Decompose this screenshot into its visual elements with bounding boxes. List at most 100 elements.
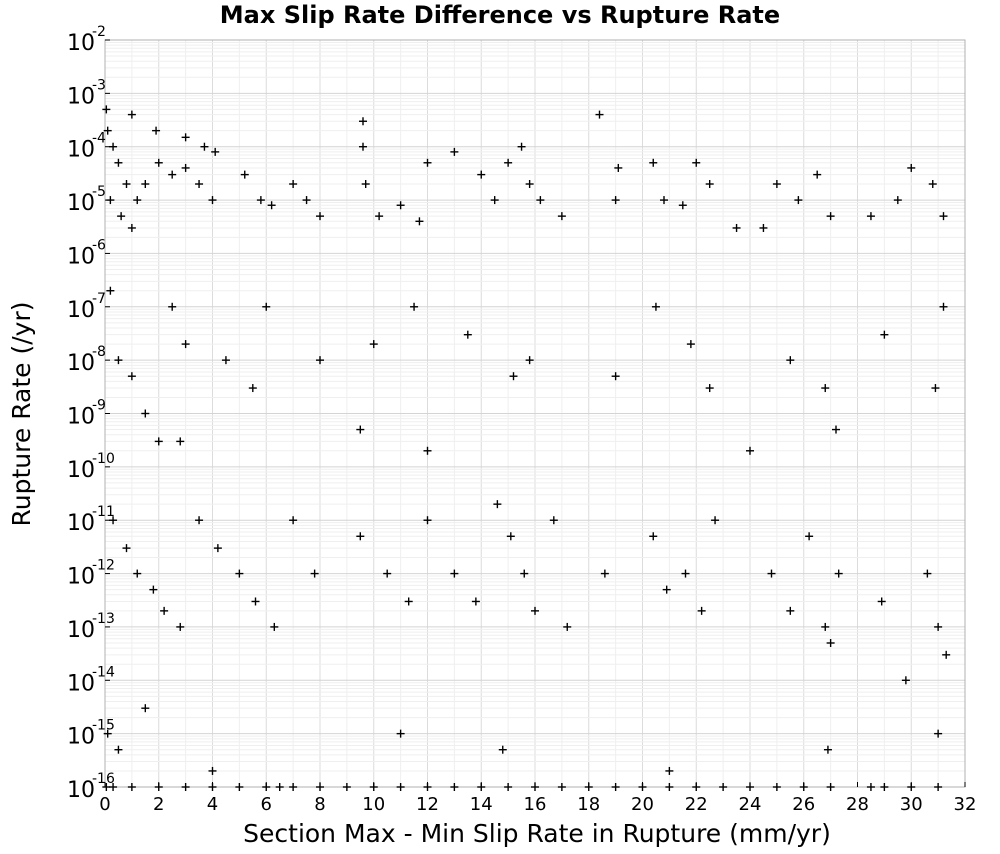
x-axis-label: Section Max - Min Slip Rate in Rupture (… <box>243 819 831 848</box>
data-point <box>168 170 177 179</box>
data-point <box>705 384 714 393</box>
y-tick-label: 10 <box>67 778 95 803</box>
data-point <box>697 606 706 615</box>
data-point <box>517 142 526 151</box>
y-tick-label: 10 <box>67 565 95 590</box>
y-tick-label: 10 <box>67 84 95 109</box>
data-point <box>415 217 424 226</box>
data-point <box>611 783 620 791</box>
x-tick-label: 20 <box>631 794 654 815</box>
data-point <box>794 196 803 205</box>
data-point <box>211 147 220 156</box>
data-point <box>893 196 902 205</box>
data-point <box>208 783 217 791</box>
data-points <box>102 105 951 791</box>
data-point <box>256 196 265 205</box>
x-tick-label: 18 <box>577 794 600 815</box>
data-point <box>154 437 163 446</box>
y-axis-ticks: 10-210-310-410-510-610-710-810-910-1010-… <box>67 24 115 803</box>
data-point <box>141 409 150 418</box>
data-point <box>665 783 674 791</box>
data-point <box>525 356 534 365</box>
y-tick-label: 10 <box>67 244 95 269</box>
data-point <box>662 585 671 594</box>
data-point <box>361 180 370 189</box>
data-point <box>649 158 658 167</box>
x-tick-label: 26 <box>792 794 815 815</box>
data-point <box>732 223 741 232</box>
data-point <box>832 425 840 434</box>
y-tick-label: 10 <box>67 191 95 216</box>
y-tick-label: 10 <box>67 405 95 430</box>
data-point <box>649 532 658 541</box>
data-point <box>923 569 932 578</box>
data-point <box>525 180 534 189</box>
data-point <box>799 783 808 791</box>
data-point <box>122 544 131 553</box>
data-point <box>866 212 875 221</box>
x-tick-label: 12 <box>416 794 439 815</box>
data-point <box>638 783 647 791</box>
data-point <box>531 783 539 791</box>
data-point <box>681 569 690 578</box>
y-tick-exponent: -2 <box>92 24 106 40</box>
data-point <box>934 783 943 791</box>
x-tick-label: 2 <box>153 794 164 815</box>
data-point <box>133 569 142 578</box>
data-point <box>509 372 518 381</box>
data-point <box>106 286 115 295</box>
y-tick-exponent: -14 <box>92 664 115 680</box>
y-tick-exponent: -12 <box>92 558 115 574</box>
x-tick-label: 0 <box>99 794 110 815</box>
data-point <box>651 302 660 311</box>
y-tick-exponent: -7 <box>92 291 106 307</box>
data-point <box>600 569 609 578</box>
data-point <box>103 126 112 135</box>
data-point <box>805 532 814 541</box>
data-point <box>106 196 115 205</box>
data-point <box>877 597 886 606</box>
x-tick-label: 14 <box>470 794 493 815</box>
data-point <box>109 783 118 791</box>
data-point <box>267 201 276 210</box>
data-point <box>934 729 943 738</box>
y-tick-exponent: -4 <box>92 131 106 147</box>
y-tick-exponent: -9 <box>92 398 106 414</box>
data-point <box>759 223 768 232</box>
y-tick-exponent: -3 <box>92 77 106 93</box>
data-point <box>490 196 499 205</box>
data-point <box>109 516 118 525</box>
data-point <box>450 569 459 578</box>
data-point <box>450 783 459 791</box>
data-point <box>369 783 378 791</box>
x-tick-label: 30 <box>900 794 923 815</box>
data-point <box>746 783 754 791</box>
data-point <box>114 356 123 365</box>
data-point <box>678 201 687 210</box>
data-point <box>557 783 566 791</box>
data-point <box>141 704 150 713</box>
data-point <box>504 158 513 167</box>
data-point <box>711 516 720 525</box>
data-point <box>531 606 539 615</box>
data-point <box>141 180 150 189</box>
data-point <box>396 729 405 738</box>
data-point <box>396 201 405 210</box>
data-point <box>595 110 604 119</box>
data-point <box>563 622 572 631</box>
data-point <box>114 745 123 754</box>
y-tick-exponent: -11 <box>92 504 115 520</box>
data-point <box>826 212 835 221</box>
data-point <box>122 180 131 189</box>
data-point <box>270 622 279 631</box>
data-point <box>463 330 472 339</box>
data-point <box>477 783 486 791</box>
data-point <box>866 783 875 791</box>
data-point <box>181 133 190 142</box>
data-point <box>821 622 830 631</box>
y-tick-label: 10 <box>67 511 95 536</box>
y-tick-label: 10 <box>67 351 95 376</box>
data-point <box>826 783 835 791</box>
data-point <box>934 622 943 631</box>
